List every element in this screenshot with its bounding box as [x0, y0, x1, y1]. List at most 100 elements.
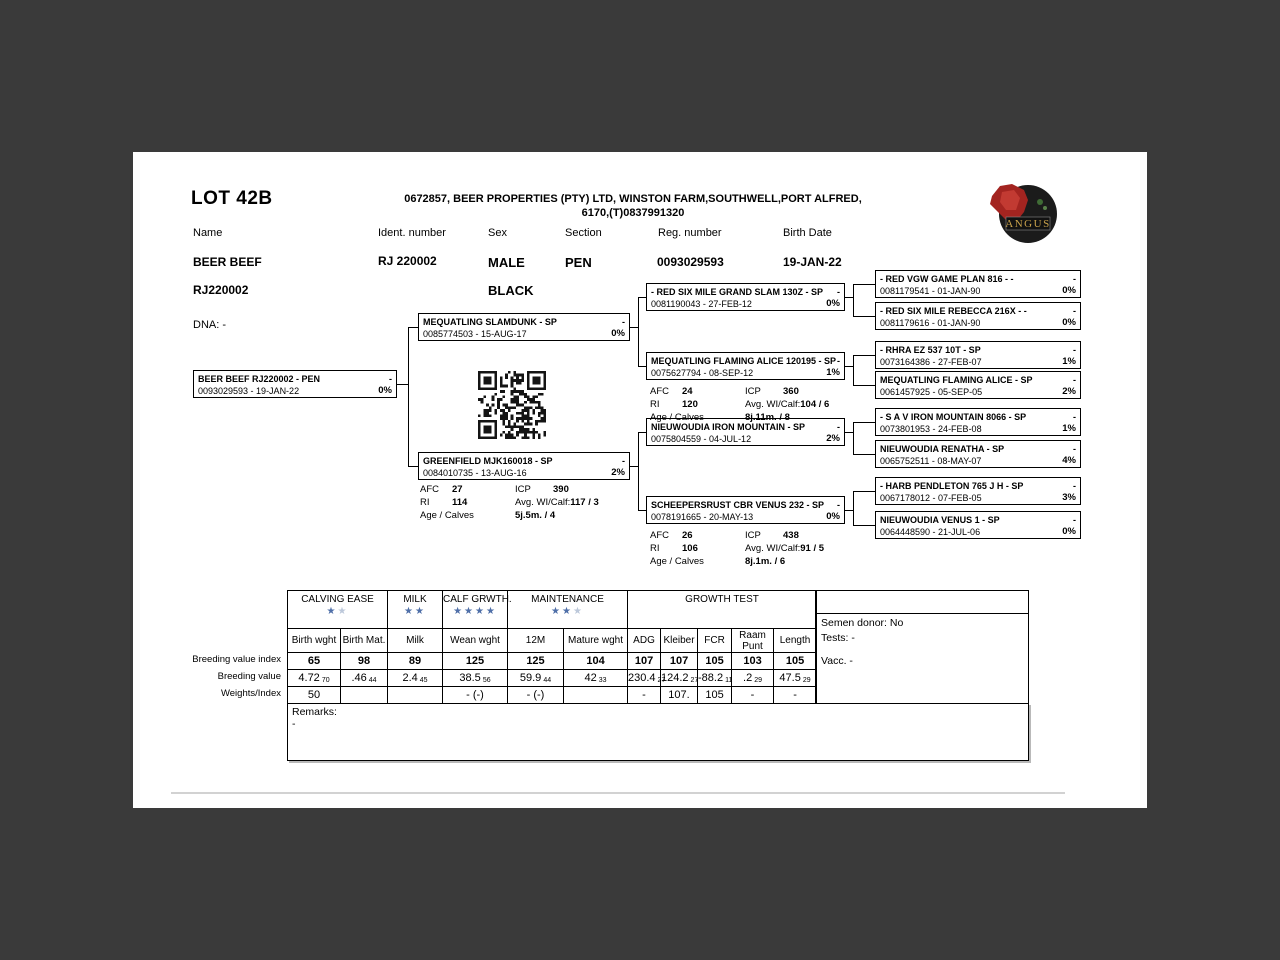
color-value: BLACK: [488, 283, 534, 298]
col-milk: Milk: [387, 628, 443, 653]
ggp3-name: - RHRA EZ 537 10T - SP: [880, 345, 981, 355]
pedigree-connector: [630, 327, 638, 328]
subject-name: BEER BEEF RJ220002 - PEN: [198, 374, 321, 384]
pedigree-connector: [853, 385, 875, 386]
subject-reg: 0093029593 - 19-JAN-22: [198, 386, 300, 396]
star-rating: ★★★★: [453, 606, 497, 617]
pedigree-connector: [845, 297, 853, 298]
ggp3-inbreeding: 1%: [1062, 356, 1076, 367]
dash: -: [1073, 345, 1076, 355]
pedigree-connector: [638, 432, 639, 511]
pedigree-connector: [853, 316, 875, 317]
group-calving-ease: CALVING EASE ★★: [287, 590, 388, 629]
logo-text: ANGUS: [1005, 218, 1050, 230]
vaccinations: Vacc. -: [821, 655, 853, 667]
ggp3-reg: 0073164386 - 27-FEB-07: [880, 357, 982, 367]
ggp6-reg: 0065752511 - 08-MAY-07: [880, 456, 982, 466]
gp2-fertility-stats: AFC 24 ICP 360 RI 120 Avg. WI/Calf: 104 / 6 …: [650, 386, 830, 423]
gp3-reg: 0075804559 - 04-JUL-12: [651, 434, 752, 444]
label-birth-date: Birth Date: [783, 227, 832, 239]
dash: -: [837, 500, 840, 510]
semen-tests-panel: Semen donor: No Tests: - Vacc. -: [815, 590, 1029, 704]
pedigree-box-ggp3: - RHRA EZ 537 10T - SP - 0073164386 - 27-…: [875, 341, 1081, 369]
pedigree-connector: [638, 297, 639, 367]
dash: -: [1073, 412, 1076, 422]
pedigree-connector: [638, 510, 646, 511]
col-mature-wght: Mature wght: [562, 628, 629, 653]
ggp4-inbreeding: 2%: [1062, 386, 1076, 397]
pedigree-connector: [397, 384, 408, 385]
row-label-weights: Weights/Index: [220, 688, 281, 699]
pedigree-connector: [845, 432, 853, 433]
dash: -: [1073, 481, 1076, 491]
col-raam-punt: Raam Punt: [731, 628, 775, 653]
pedigree-connector: [853, 491, 854, 526]
owner-address: 0672857, BEER PROPERTIES (PTY) LTD, WINS…: [293, 192, 973, 220]
pedigree-box-ggp1: - RED VGW GAME PLAN 816 - - - 0081179541 …: [875, 270, 1081, 298]
star-rating: ★: [326, 606, 338, 617]
gp1-reg: 0081190043 - 27-FEB-12: [651, 299, 752, 309]
pedigree-connector: [408, 466, 418, 467]
row-label-index: Breeding value index: [192, 654, 281, 665]
group-growth-test: GROWTH TEST: [627, 590, 818, 629]
ggp7-reg: 0067178012 - 07-FEB-05: [880, 493, 982, 503]
pedigree-connector: [853, 355, 875, 356]
dam-name: GREENFIELD MJK160018 - SP: [423, 456, 553, 466]
angus-logo: ANGUS: [988, 180, 1060, 251]
ggp6-inbreeding: 4%: [1062, 455, 1076, 466]
subject-inbreeding: 0%: [378, 385, 392, 396]
dash: -: [1073, 306, 1076, 316]
pedigree-connector: [408, 327, 409, 466]
ggp5-inbreeding: 1%: [1062, 423, 1076, 434]
pedigree-connector: [638, 366, 646, 367]
semen-donor: Semen donor: No: [821, 617, 904, 629]
pedigree-connector: [853, 284, 875, 285]
pedigree-connector: [853, 525, 875, 526]
lot-number: LOT 42B: [191, 188, 273, 209]
ggp4-reg: 0061457925 - 05-SEP-05: [880, 387, 983, 397]
sire-name: MEQUATLING SLAMDUNK - SP: [423, 317, 557, 327]
pedigree-connector: [408, 327, 418, 328]
ggp4-name: MEQUATLING FLAMING ALICE - SP: [880, 375, 1033, 385]
pedigree-box-ggp4: MEQUATLING FLAMING ALICE - SP - 006145792…: [875, 371, 1081, 399]
pedigree-connector: [630, 466, 638, 467]
ggp6-name: NIEUWOUDIA RENATHA - SP: [880, 444, 1005, 454]
sire-inbreeding: 0%: [611, 328, 625, 339]
dam-reg: 0084010735 - 13-AUG-16: [423, 468, 527, 478]
panel-empty-row: [816, 591, 1028, 614]
ident-number: RJ 220002: [378, 254, 437, 268]
breeding-value-row: 4.72 70 .46 44 2.4 45 38.5 56 59.9 44 42 33 23…: [287, 669, 818, 687]
dash: -: [389, 374, 392, 384]
gp2-name: MEQUATLING FLAMING ALICE 120195 - SP: [651, 356, 837, 366]
gp4-reg: 0078191665 - 20-MAY-13: [651, 512, 754, 522]
breeding-value-table: CALVING EASE ★★ MILK ★★ CALF GRWTH. ★★★★…: [287, 590, 1029, 704]
pedigree-box-gp3: NIEUWOUDIA IRON MOUNTAIN - SP - 007580455…: [646, 418, 845, 446]
row-label-value: Breeding value: [217, 671, 281, 682]
pedigree-box-gp4: SCHEEPERSRUST CBR VENUS 232 - SP - 007819…: [646, 496, 845, 524]
ggp7-name: - HARB PENDLETON 765 J H - SP: [880, 481, 1024, 491]
breeding-value-index-row: 65 98 89 125 125 104 107 107 105 103 105: [287, 652, 818, 670]
group-maintenance: MAINTENANCE ★★★: [506, 590, 629, 629]
col-birth-wght: Birth wght: [287, 628, 341, 653]
group-header-row: CALVING EASE ★★ MILK ★★ CALF GRWTH. ★★★★…: [287, 590, 818, 629]
ggp8-name: NIEUWOUDIA VENUS 1 - SP: [880, 515, 1000, 525]
dash: -: [837, 422, 840, 432]
sex-value: MALE: [488, 255, 525, 270]
group-calf-growth: CALF GRWTH. ★★★★: [442, 590, 512, 629]
dash: -: [1073, 375, 1076, 385]
pedigree-connector: [853, 422, 854, 455]
catalog-page: LOT 42B 0672857, BEER PROPERTIES (PTY) L…: [133, 152, 1147, 808]
dash: -: [837, 356, 840, 366]
pedigree-connector: [853, 355, 854, 386]
gp3-name: NIEUWOUDIA IRON MOUNTAIN - SP: [651, 422, 805, 432]
dash: -: [622, 317, 625, 327]
ggp1-name: - RED VGW GAME PLAN 816 - -: [880, 274, 1014, 284]
reg-number: 0093029593: [657, 255, 724, 269]
column-header-row: Birth wght Birth Mat. Milk Wean wght 12M…: [287, 628, 818, 653]
remarks-box: Remarks: -: [287, 703, 1029, 761]
ggp2-inbreeding: 0%: [1062, 317, 1076, 328]
weights-index-row: 50 - (-) - (-) -107. 105 --: [287, 686, 818, 704]
label-name: Name: [193, 227, 223, 239]
col-kleiber: Kleiber: [660, 628, 699, 653]
pedigree-box-subject: BEER BEEF RJ220002 - PEN - 0093029593 - 1…: [193, 370, 397, 398]
